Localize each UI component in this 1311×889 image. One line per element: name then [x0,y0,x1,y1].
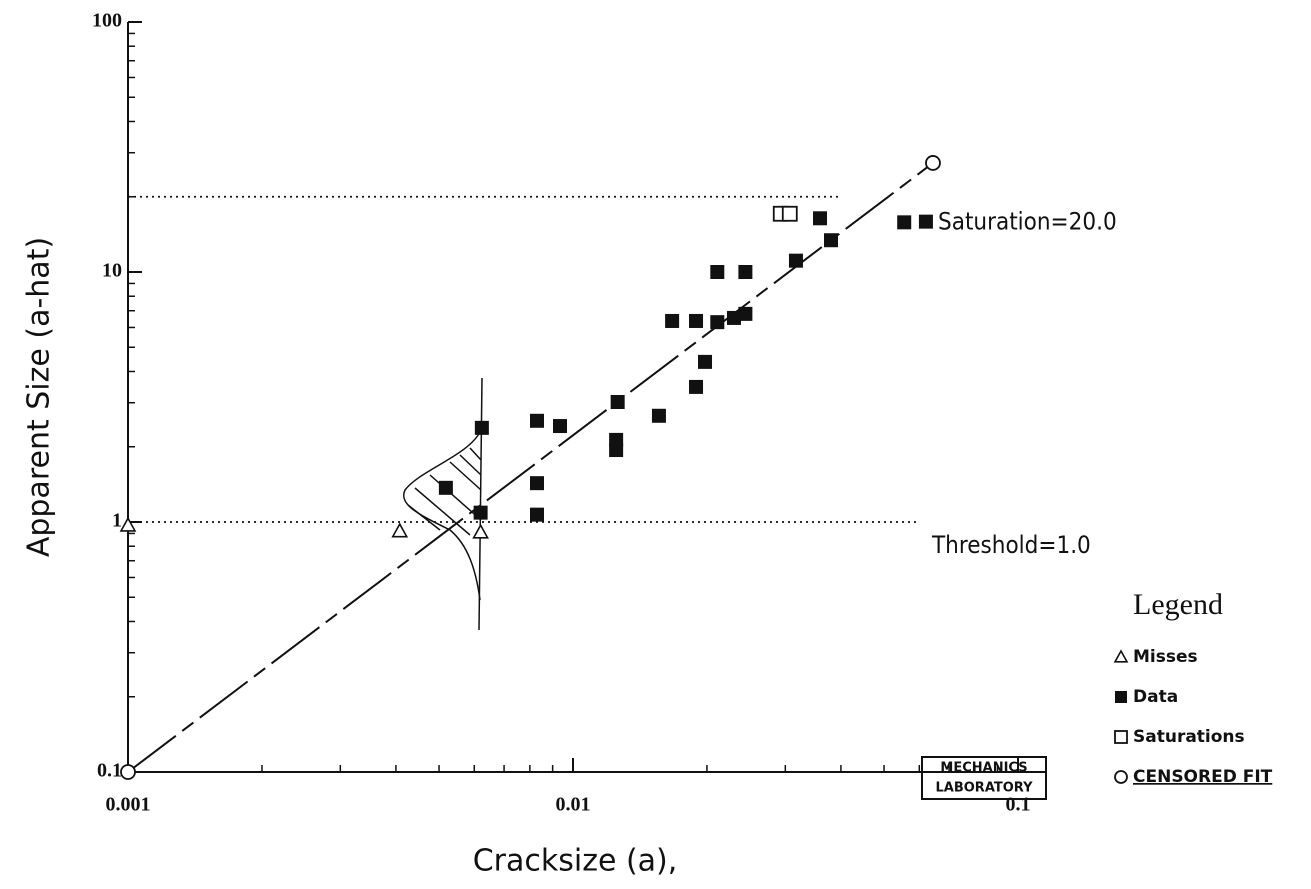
legend-label: Saturations [1133,727,1245,747]
x-tick-label: 0.1 [1006,794,1031,816]
marker-triangle [472,523,489,539]
marker-square [698,354,713,369]
marker-square [710,315,725,330]
x-axis-label: Cracksize (a), [473,844,678,879]
marker-square [438,480,453,495]
y-axis-label: Apparent Size (a-hat) [22,237,57,557]
y-tick-label: 0.1 [97,760,122,782]
marker-square [609,443,624,458]
marker-square [651,408,666,423]
x-tick-label: 0.001 [106,794,151,816]
x-tick-label: 0.01 [556,794,591,816]
marker-square-open [781,205,798,222]
marker-square [710,265,725,279]
legend-label: Data [1133,687,1178,707]
fit-line [127,162,934,773]
marker-square [1115,691,1127,703]
legend-label: CENSORED FIT [1133,767,1273,787]
marker-triangle [119,516,137,532]
y-tick-label: 10 [102,260,122,282]
marker-square [813,211,828,226]
marker-square [738,265,753,279]
distribution-curve [402,377,483,631]
marker-square [726,310,741,325]
marker-square-open [1114,730,1128,744]
marker-square [529,413,544,428]
legend-title: Legend [1133,588,1223,621]
marker-square [689,313,704,328]
marker-circle [925,155,941,171]
marker-square [473,505,488,520]
marker-triangle [1113,649,1129,663]
stamp-box [921,756,1047,800]
y-tick-label: 100 [92,10,122,32]
marker-square [918,214,933,229]
reference-label: Saturation=20.0 [938,208,1117,236]
marker-square [665,313,680,328]
stamp-line: MECHANICS [940,761,1027,776]
legend-label: Misses [1133,647,1198,667]
reference-label: Threshold=1.0 [931,531,1091,559]
stamp-line: LABORATORY [936,781,1034,796]
marker-square [689,379,704,394]
marker-circle [120,764,136,780]
marker-square [897,215,912,230]
marker-square [529,476,544,491]
marker-circle [1114,770,1128,784]
marker-square [529,507,544,522]
marker-triangle [391,522,409,538]
marker-square [738,306,753,321]
marker-square [474,420,489,435]
y-tick-label: 1 [112,510,122,532]
marker-square [553,419,568,434]
